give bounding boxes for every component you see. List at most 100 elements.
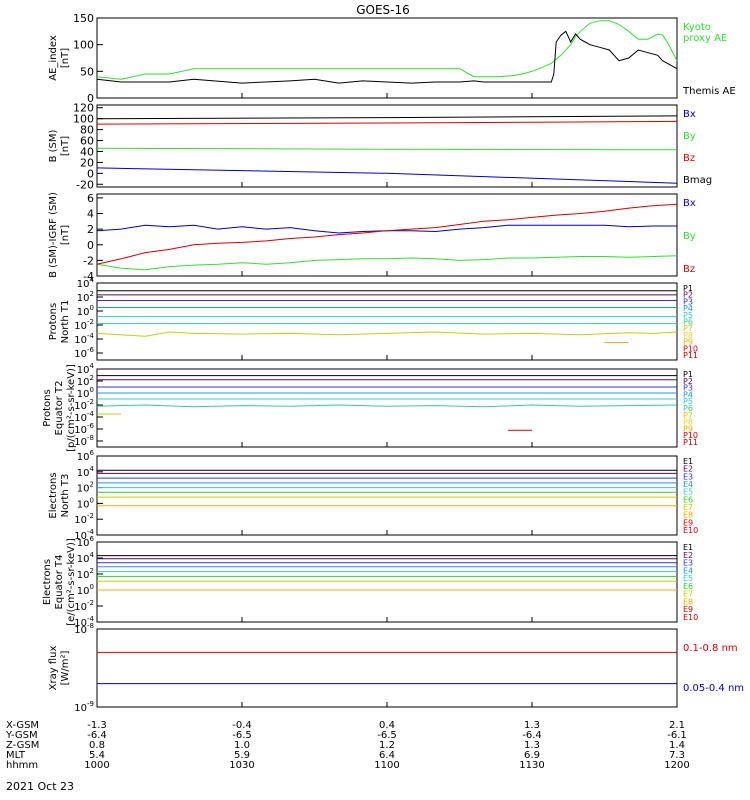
- legend-label: P8: [683, 418, 693, 427]
- y-axis-label: AE_index: [48, 35, 59, 81]
- orbit-value: -6.1: [667, 730, 687, 741]
- y-tick-label: 100: [73, 113, 94, 126]
- legend-label: E4: [683, 480, 693, 489]
- legend-label: P1: [683, 284, 693, 293]
- legend-label: P11: [683, 351, 698, 360]
- y-tick-label: 10-9: [74, 700, 94, 714]
- date-label: 2021 Oct 23: [6, 780, 74, 793]
- orbit-value: 2.1: [669, 720, 685, 731]
- panel-frame: [96, 541, 678, 623]
- panel-frame: [96, 17, 678, 99]
- y-tick-label: 10-2: [74, 398, 94, 412]
- y-tick-label: 104: [77, 465, 95, 479]
- panel-frame: [96, 368, 678, 448]
- orbit-value: 0.8: [89, 740, 105, 751]
- series-line-bx: [96, 224, 677, 234]
- y-tick-label: 10-8: [74, 434, 94, 448]
- orbit-value: -6.4: [87, 730, 107, 741]
- legend-label: 0.1-0.8 nm: [683, 643, 738, 654]
- legend-label: E10: [683, 613, 698, 622]
- legend-label: E6: [683, 495, 693, 504]
- legend-label: E3: [683, 472, 693, 481]
- y-tick-label: -20: [76, 178, 94, 191]
- orbit-value: -6.5: [377, 730, 397, 741]
- orbit-value: 1200: [664, 760, 689, 771]
- y-tick-label: 102: [77, 374, 94, 388]
- orbit-table: X-GSMY-GSMZ-GSMMLThhmm-1.3-6.40.85.41000…: [5, 720, 690, 771]
- legend-label: P2: [683, 291, 693, 300]
- orbit-value: 1.4: [669, 740, 685, 751]
- orbit-row-label: X-GSM: [6, 720, 39, 731]
- legend-label: P5: [683, 397, 693, 406]
- y-tick-label: 40: [80, 145, 94, 158]
- legend-label: E1: [683, 457, 693, 466]
- legend-label: 0.05-0.4 nm: [683, 683, 744, 694]
- legend-label: E7: [683, 503, 693, 512]
- legend-label: Bmag: [683, 175, 712, 186]
- y-tick-label: 10-8: [74, 622, 94, 636]
- orbit-value: 5.4: [89, 750, 105, 761]
- y-tick-label: 100: [77, 386, 94, 400]
- orbit-row-label: Y-GSM: [5, 730, 38, 741]
- legend-label: P10: [683, 431, 698, 440]
- legend-label: P9: [683, 424, 693, 433]
- legend-label: P10: [683, 344, 698, 353]
- series-line-bmag: [96, 115, 678, 120]
- orbit-value: 1030: [229, 760, 254, 771]
- y-tick-label: 50: [80, 65, 94, 78]
- panel-b_igrf: -4 -2 0 2 4 6 B (SM)-IGRF (SM) [nT] Bx By Bz: [48, 192, 696, 283]
- y-axis-label: Equator T2: [54, 381, 65, 436]
- orbit-value: 1130: [519, 760, 544, 771]
- orbit-row-label: Z-GSM: [6, 740, 39, 751]
- y-axis-label: North T3: [60, 474, 71, 518]
- y-tick-label: 104: [77, 362, 95, 376]
- y-tick-label: 10-4: [74, 410, 94, 424]
- orbit-value: 6.9: [524, 750, 540, 761]
- y-axis-label: [nT]: [60, 136, 71, 156]
- y-tick-label: 100: [73, 39, 94, 52]
- legend-label: P4: [683, 304, 693, 313]
- legend-label: proxy AE: [683, 33, 727, 44]
- y-tick-label: 2: [87, 223, 94, 236]
- series-line-p7: [96, 331, 678, 337]
- legend-label: E9: [683, 605, 693, 614]
- y-tick-label: 6: [87, 192, 94, 205]
- legend-label: P11: [683, 438, 698, 447]
- y-tick-label: -4: [83, 270, 94, 283]
- legend-label: P4: [683, 390, 693, 399]
- legend-label: E5: [683, 488, 693, 497]
- legend-label: E3: [683, 559, 693, 568]
- series-line-bz: [96, 120, 678, 125]
- legend-label: Themis AE: [682, 86, 736, 97]
- y-tick-label: 0: [87, 92, 94, 105]
- y-tick-label: 20: [80, 156, 94, 169]
- y-axis-label: Electrons: [48, 472, 59, 518]
- y-tick-label: 102: [77, 290, 94, 304]
- y-tick-label: 10-4: [74, 332, 94, 346]
- y-axis-label: Protons: [42, 389, 53, 426]
- legend-label: E4: [683, 566, 693, 575]
- panel-frame: [96, 455, 678, 536]
- orbit-value: 0.4: [379, 720, 395, 731]
- orbit-value: 5.9: [234, 750, 250, 761]
- y-tick-label: 106: [77, 449, 95, 463]
- series-line-by: [96, 255, 678, 271]
- orbit-value: 7.3: [669, 750, 685, 761]
- y-tick-label: 106: [77, 535, 95, 549]
- orbit-value: 6.4: [379, 750, 395, 761]
- y-tick-label: 80: [80, 124, 94, 137]
- y-tick-label: 150: [73, 12, 94, 25]
- y-axis-label: [nT]: [60, 48, 71, 68]
- orbit-value: 1.2: [379, 740, 395, 751]
- y-tick-label: 10-4: [74, 528, 94, 542]
- y-tick-label: 0: [87, 167, 94, 180]
- orbit-row-label: MLT: [6, 750, 26, 761]
- panel-frame: [96, 628, 678, 708]
- y-tick-label: 10-6: [74, 346, 94, 360]
- panel-frame: [96, 193, 678, 277]
- y-tick-label: 4: [87, 208, 94, 221]
- legend-label: E6: [683, 582, 693, 591]
- y-axis-label: [W/m²]: [60, 650, 71, 685]
- y-tick-label: 104: [77, 276, 95, 290]
